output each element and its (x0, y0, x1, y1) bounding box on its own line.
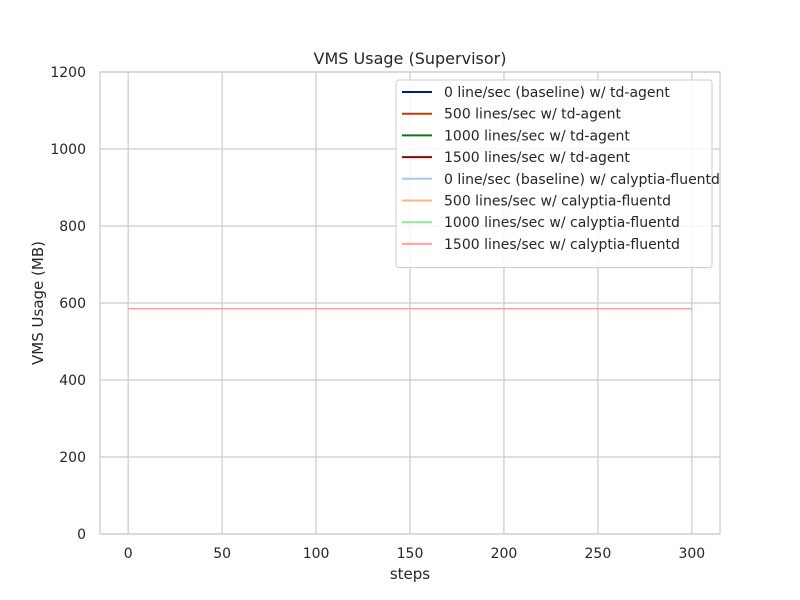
y-tick-label: 800 (59, 219, 86, 235)
x-tick-labels: 0 50 100 150 200 250 300 (124, 546, 705, 562)
x-tick-label: 100 (303, 546, 330, 562)
x-tick-label: 300 (678, 546, 705, 562)
y-tick-label: 1200 (50, 65, 86, 81)
y-tick-labels: 0 200 400 600 800 1000 1200 (50, 65, 86, 543)
y-tick-label: 1000 (50, 142, 86, 158)
chart-title: VMS Usage (Supervisor) (314, 49, 507, 68)
legend-entry: 0 line/sec (baseline) w/ calyptia-fluent… (444, 172, 720, 188)
y-tick-label: 400 (59, 373, 86, 389)
x-tick-label: 200 (491, 546, 518, 562)
legend-entry: 0 line/sec (baseline) w/ td-agent (444, 85, 670, 101)
y-tick-label: 200 (59, 450, 86, 466)
x-tick-label: 150 (397, 546, 424, 562)
legend-frame (395, 79, 713, 269)
legend-entry: 1500 lines/sec w/ calyptia-fluentd (444, 237, 680, 253)
x-tick-label: 50 (213, 546, 231, 562)
legend-entry: 500 lines/sec w/ td-agent (444, 107, 622, 123)
legend-entry: 1000 lines/sec w/ td-agent (444, 128, 630, 144)
y-axis-label: VMS Usage (MB) (29, 241, 47, 365)
y-tick-label: 600 (59, 296, 86, 312)
y-tick-label: 0 (77, 527, 86, 543)
legend-entry: 1000 lines/sec w/ calyptia-fluentd (444, 215, 680, 231)
legend-entry: 1500 lines/sec w/ td-agent (444, 150, 630, 166)
legend-entry: 500 lines/sec w/ calyptia-fluentd (444, 194, 671, 210)
x-axis-label: steps (390, 565, 430, 583)
plot-frame (99, 71, 721, 535)
x-tick-label: 250 (585, 546, 612, 562)
x-tick-label: 0 (124, 546, 133, 562)
legend: 0 line/sec (baseline) w/ td-agent 500 lin… (395, 79, 720, 269)
